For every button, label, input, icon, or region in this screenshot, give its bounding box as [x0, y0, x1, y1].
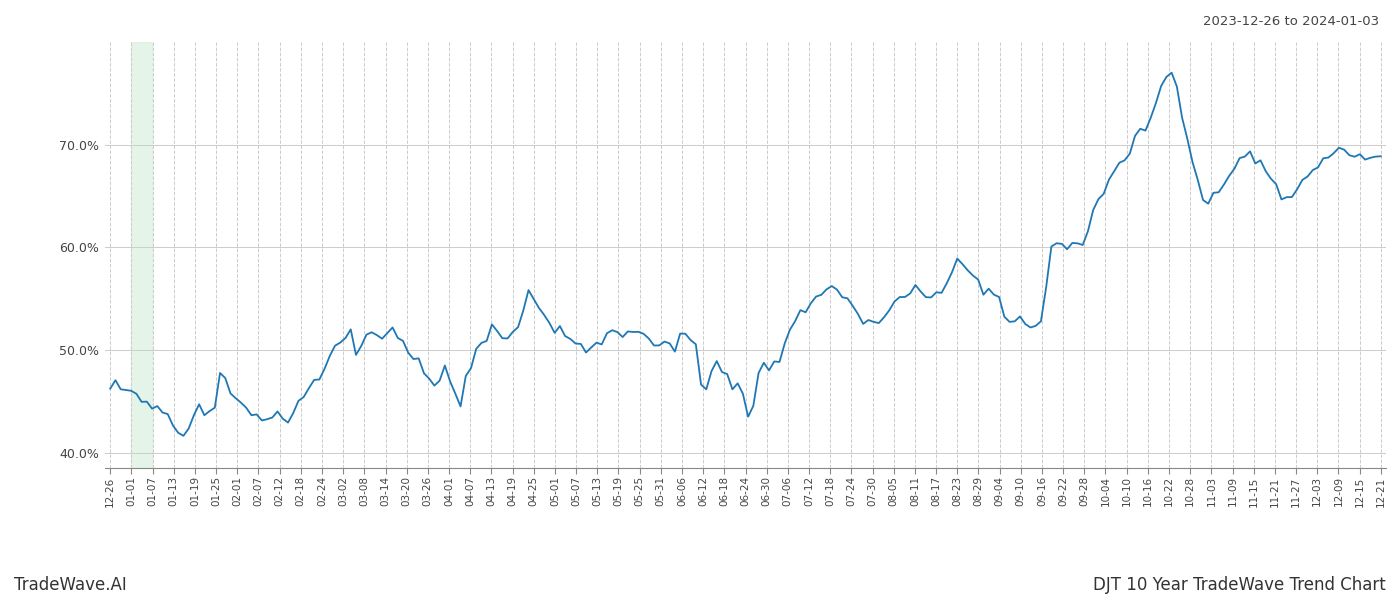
- Text: TradeWave.AI: TradeWave.AI: [14, 576, 127, 594]
- Text: 2023-12-26 to 2024-01-03: 2023-12-26 to 2024-01-03: [1203, 15, 1379, 28]
- Text: DJT 10 Year TradeWave Trend Chart: DJT 10 Year TradeWave Trend Chart: [1093, 576, 1386, 594]
- Bar: [132, 42, 153, 468]
